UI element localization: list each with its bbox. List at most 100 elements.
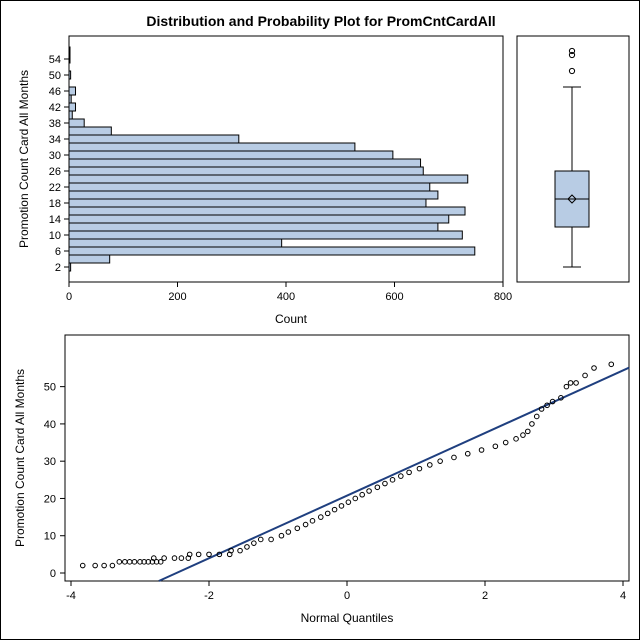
qq-y-tick-label: 30 bbox=[44, 456, 56, 468]
qq-y-tick-label: 20 bbox=[44, 493, 56, 505]
qq-point bbox=[302, 521, 309, 528]
qq-point bbox=[151, 555, 157, 561]
qq-point bbox=[278, 532, 285, 539]
qq-point bbox=[101, 562, 107, 569]
histogram-bar bbox=[68, 54, 71, 64]
histogram-y-tick-label: 42 bbox=[49, 102, 61, 114]
qq-point bbox=[216, 551, 223, 558]
histogram-y-tick-label: 22 bbox=[49, 182, 61, 194]
qq-x-tick-label: -2 bbox=[204, 590, 214, 602]
histogram-bar bbox=[68, 222, 439, 232]
histogram-x-tick-label: 600 bbox=[385, 291, 403, 303]
qq-point bbox=[79, 562, 86, 569]
histogram-bar bbox=[68, 262, 72, 272]
qq-x-tick-label: 4 bbox=[620, 590, 626, 602]
histogram-bar bbox=[68, 158, 422, 168]
qq-y-tick-label: 0 bbox=[50, 568, 56, 580]
qq-point bbox=[109, 562, 116, 569]
boxplot-outlier bbox=[568, 51, 576, 59]
qq-y-tick-label: 10 bbox=[44, 531, 56, 543]
histogram-x-ticks: 0 200 400 600 800 bbox=[66, 282, 512, 303]
boxplot-mean-marker bbox=[567, 194, 577, 204]
qq-point bbox=[478, 447, 485, 453]
qq-point bbox=[398, 473, 404, 479]
qq-y-label: Promotion Count Card All Months bbox=[13, 369, 27, 547]
qq-point bbox=[567, 380, 574, 386]
histogram-bar bbox=[68, 142, 356, 152]
qq-point bbox=[317, 514, 324, 520]
histogram-bar bbox=[68, 238, 283, 248]
qq-point bbox=[195, 551, 202, 558]
qq-point bbox=[427, 462, 433, 468]
qq-point bbox=[161, 555, 167, 561]
histogram-bar bbox=[68, 166, 424, 176]
qq-point bbox=[338, 503, 345, 509]
histogram-x-label: Count bbox=[275, 312, 308, 326]
histogram-y-tick-label: 50 bbox=[49, 70, 61, 82]
qq-point bbox=[524, 428, 531, 435]
histogram-bar bbox=[68, 46, 71, 56]
qq-point bbox=[533, 413, 540, 420]
qq-point bbox=[382, 480, 388, 487]
histogram-bar bbox=[68, 102, 77, 112]
qq-point bbox=[285, 529, 292, 535]
histogram-x-tick-label: 400 bbox=[277, 291, 295, 303]
histogram-bar bbox=[68, 94, 72, 104]
qq-point bbox=[437, 458, 443, 464]
histogram-bars bbox=[68, 46, 476, 272]
boxplot-outlier bbox=[568, 67, 576, 75]
histogram-bar bbox=[68, 214, 450, 224]
qq-point bbox=[374, 484, 381, 491]
qq-point bbox=[538, 406, 545, 412]
qq-y-ticks: 0 10 20 30 40 50 bbox=[44, 382, 65, 580]
qq-point bbox=[186, 551, 193, 558]
histogram-y-tick-label: 2 bbox=[55, 262, 61, 274]
qq-point bbox=[389, 477, 396, 483]
qq-point bbox=[92, 562, 98, 569]
histogram-y-tick-label: 10 bbox=[49, 230, 61, 242]
qq-point bbox=[591, 365, 597, 371]
qq-point bbox=[529, 421, 535, 427]
qq-point bbox=[309, 518, 316, 524]
boxplot-panel bbox=[516, 35, 630, 283]
histogram-bar bbox=[68, 174, 469, 184]
qq-point bbox=[492, 443, 499, 450]
qq-point bbox=[464, 450, 471, 457]
boxplot-outlier bbox=[568, 47, 576, 55]
qq-x-tick-label: 0 bbox=[344, 590, 350, 602]
qq-point bbox=[359, 491, 365, 498]
qq-point bbox=[558, 395, 564, 401]
histogram-bar bbox=[68, 134, 240, 144]
qq-point bbox=[331, 506, 338, 513]
histogram-y-tick-label: 26 bbox=[49, 166, 61, 178]
qq-panel: -4 -2 0 2 4 0 10 20 30 40 50 Normal Quantiles Pro… bbox=[13, 334, 630, 625]
qq-point bbox=[513, 436, 519, 442]
qq-point bbox=[352, 495, 359, 502]
qq-x-label: Normal Quantiles bbox=[301, 611, 394, 625]
qq-x-ticks: -4 -2 0 2 4 bbox=[66, 581, 626, 602]
qq-point bbox=[324, 510, 331, 517]
histogram-x-tick-label: 0 bbox=[66, 291, 72, 303]
histogram-bar bbox=[68, 254, 111, 264]
qq-point bbox=[244, 544, 250, 550]
boxplot-marks bbox=[554, 47, 590, 268]
histogram-bar bbox=[68, 126, 112, 136]
qq-point bbox=[549, 398, 556, 405]
histogram-y-tick-label: 18 bbox=[49, 198, 61, 210]
histogram-y-tick-label: 14 bbox=[49, 214, 61, 226]
qq-point bbox=[126, 559, 133, 565]
qq-point bbox=[251, 540, 257, 546]
qq-point bbox=[582, 372, 588, 379]
qq-frame bbox=[64, 334, 630, 582]
histogram-bar bbox=[68, 70, 72, 80]
qq-point bbox=[178, 555, 185, 561]
histogram-bar bbox=[68, 190, 439, 200]
histogram-bar bbox=[68, 150, 394, 160]
qq-y-tick-label: 40 bbox=[44, 419, 56, 431]
qq-point bbox=[502, 439, 509, 446]
qq-point bbox=[116, 559, 123, 565]
qq-point bbox=[257, 536, 264, 543]
qq-point bbox=[520, 432, 526, 438]
